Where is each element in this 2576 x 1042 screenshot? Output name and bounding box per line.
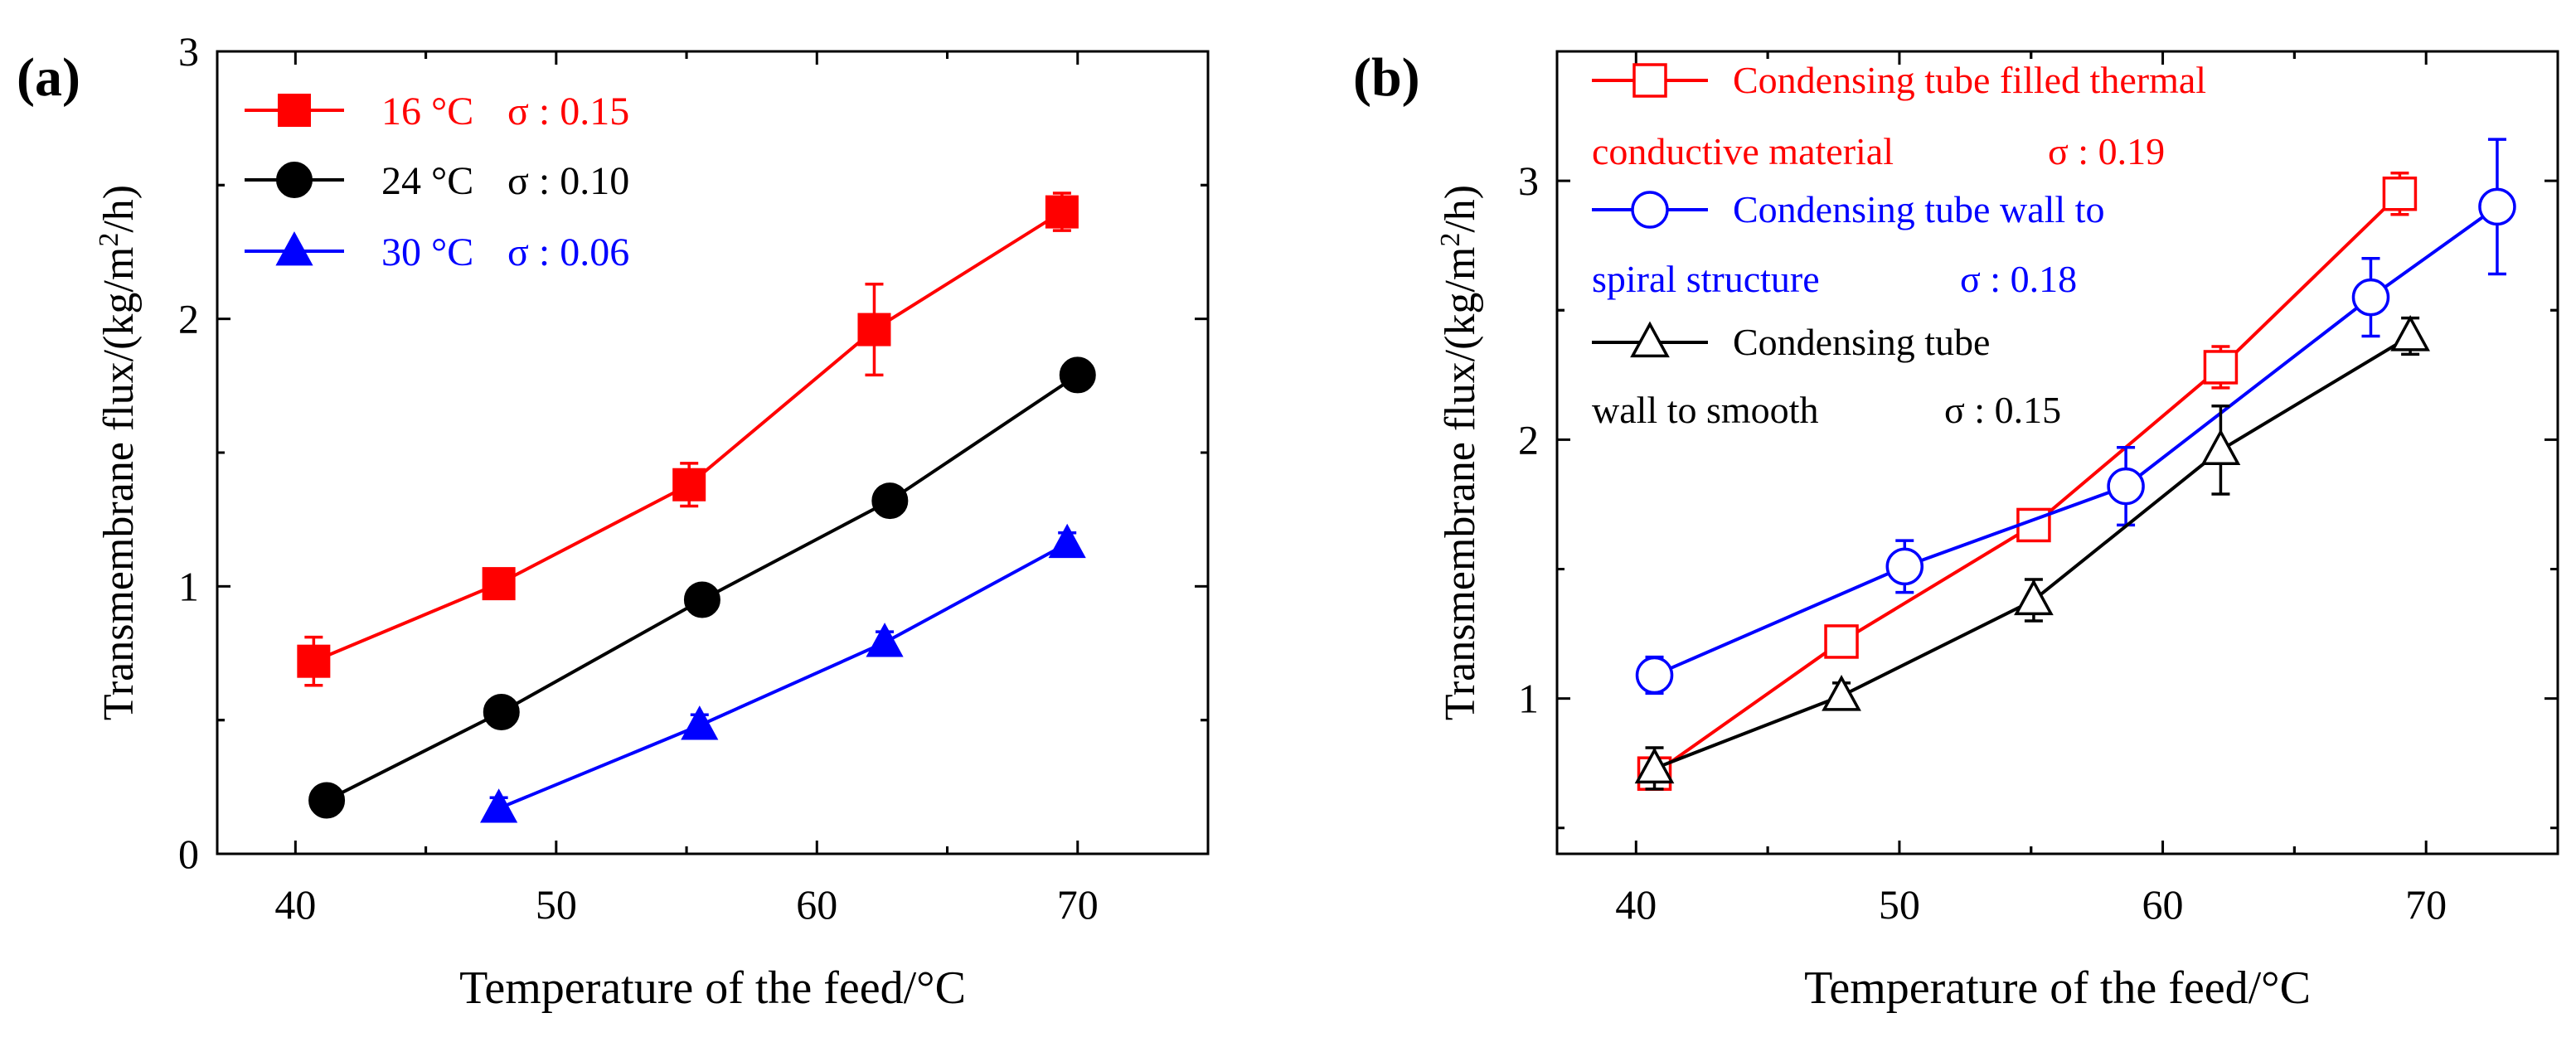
data-point bbox=[480, 788, 518, 823]
data-point bbox=[866, 623, 904, 657]
x-tick-label: 60 bbox=[796, 881, 837, 928]
x-axis-label: Temperature of the feed/°C bbox=[459, 962, 966, 1014]
legend-marker bbox=[276, 162, 313, 198]
legend-sigma: σ : 0.10 bbox=[507, 159, 629, 203]
series-2 bbox=[1635, 138, 2516, 695]
legend-label: 24 °C bbox=[381, 159, 473, 203]
legend-sigma: σ : 0.19 bbox=[2048, 130, 2165, 172]
legend-sigma: σ : 0.15 bbox=[1944, 389, 2061, 431]
panel-label: (a) bbox=[17, 47, 80, 108]
y-axis-label: Transmembrane flux/(kg/m2/h) bbox=[1435, 185, 1485, 720]
y-axis-label: Transmembrane flux/(kg/m2/h) bbox=[94, 185, 143, 720]
x-tick-label: 40 bbox=[274, 881, 316, 928]
data-point bbox=[297, 644, 331, 678]
legend-marker bbox=[1630, 321, 1670, 358]
data-point bbox=[672, 468, 706, 502]
y-axis-label-part: /h) bbox=[1437, 185, 1484, 233]
x-tick-label: 50 bbox=[1879, 881, 1920, 928]
data-point bbox=[2478, 187, 2516, 226]
legend: Condensing tube filled thermal conductive… bbox=[1592, 59, 2206, 431]
series-3 bbox=[1634, 314, 2430, 791]
y-axis-label-superscript: 2 bbox=[94, 233, 124, 247]
y-axis-label-part: /h) bbox=[95, 185, 143, 233]
y-tick-label: 3 bbox=[1518, 158, 1539, 204]
legend-label: spiral structure bbox=[1592, 258, 1820, 300]
data-point bbox=[2014, 579, 2054, 616]
data-point bbox=[2390, 314, 2430, 351]
legend-label: conductive material bbox=[1592, 130, 1894, 172]
data-point bbox=[683, 581, 720, 618]
x-tick-label: 70 bbox=[1057, 881, 1099, 928]
data-point bbox=[1045, 195, 1079, 229]
data-point bbox=[1059, 356, 1096, 394]
data-point bbox=[483, 693, 520, 730]
data-point bbox=[1635, 656, 1674, 695]
plot-frame bbox=[1555, 50, 2559, 855]
x-tick-label: 70 bbox=[2405, 881, 2447, 928]
panel-b: (b) 40 50 60 70 1 2 3 Temperature of the feed/°C… bbox=[1353, 47, 2559, 1014]
legend-marker bbox=[1631, 191, 1669, 229]
x-tick-label: 60 bbox=[2142, 881, 2184, 928]
data-point bbox=[871, 482, 909, 520]
x-tick-label: 40 bbox=[1615, 881, 1657, 928]
legend: 16 °C σ : 0.15 24 °C σ : 0.10 30 °C σ : 0.06 bbox=[245, 90, 629, 274]
data-point bbox=[1824, 624, 1859, 659]
legend-label: Condensing tube filled thermal bbox=[1733, 59, 2206, 101]
y-axis-label-superscript: 2 bbox=[1435, 233, 1466, 247]
data-point bbox=[1822, 675, 1861, 711]
y-tick-label: 2 bbox=[1518, 416, 1539, 463]
data-point bbox=[482, 567, 516, 601]
series-3 bbox=[480, 523, 1086, 823]
legend-sigma: σ : 0.06 bbox=[507, 230, 629, 274]
data-point bbox=[857, 313, 891, 347]
y-tick-label: 1 bbox=[1518, 676, 1539, 722]
panel-a: (a) 40 50 60 70 0 1 2 3 Temperature of the feed/°… bbox=[17, 28, 1210, 1014]
legend-label: wall to smooth bbox=[1592, 389, 1818, 431]
legend-marker bbox=[278, 94, 311, 127]
legend-sigma: σ : 0.15 bbox=[507, 90, 629, 133]
legend-marker bbox=[1632, 63, 1667, 98]
series-2 bbox=[308, 356, 1096, 819]
y-tick-label: 0 bbox=[178, 831, 199, 877]
y-tick-label: 1 bbox=[178, 563, 199, 609]
legend-label: 16 °C bbox=[381, 90, 473, 133]
data-point bbox=[1634, 747, 1675, 784]
data-point bbox=[681, 705, 719, 740]
series-line bbox=[497, 541, 1069, 810]
data-point bbox=[1885, 547, 1924, 586]
data-point bbox=[308, 782, 346, 819]
data-point bbox=[2351, 278, 2390, 317]
legend-label: Condensing tube wall to bbox=[1733, 188, 2104, 230]
legend-label: 30 °C bbox=[381, 230, 473, 274]
data-point bbox=[2203, 350, 2239, 385]
data-point bbox=[2382, 176, 2418, 211]
data-point bbox=[2107, 467, 2145, 506]
x-axis-label: Temperature of the feed/°C bbox=[1804, 962, 2311, 1014]
series-1 bbox=[297, 191, 1079, 687]
legend-marker bbox=[275, 231, 313, 266]
panel-label: (b) bbox=[1353, 47, 1420, 108]
x-tick-label: 50 bbox=[536, 881, 577, 928]
y-axis-label-part: Transmembrane flux/(kg/m bbox=[1437, 247, 1484, 720]
data-point bbox=[2200, 429, 2241, 466]
y-axis-label-part: Transmembrane flux/(kg/m bbox=[95, 247, 143, 720]
y-tick-label: 2 bbox=[178, 296, 199, 342]
y-tick-label: 3 bbox=[178, 28, 199, 75]
legend-sigma: σ : 0.18 bbox=[1960, 258, 2077, 300]
data-point bbox=[1048, 523, 1086, 559]
legend-label: Condensing tube bbox=[1733, 321, 1990, 363]
